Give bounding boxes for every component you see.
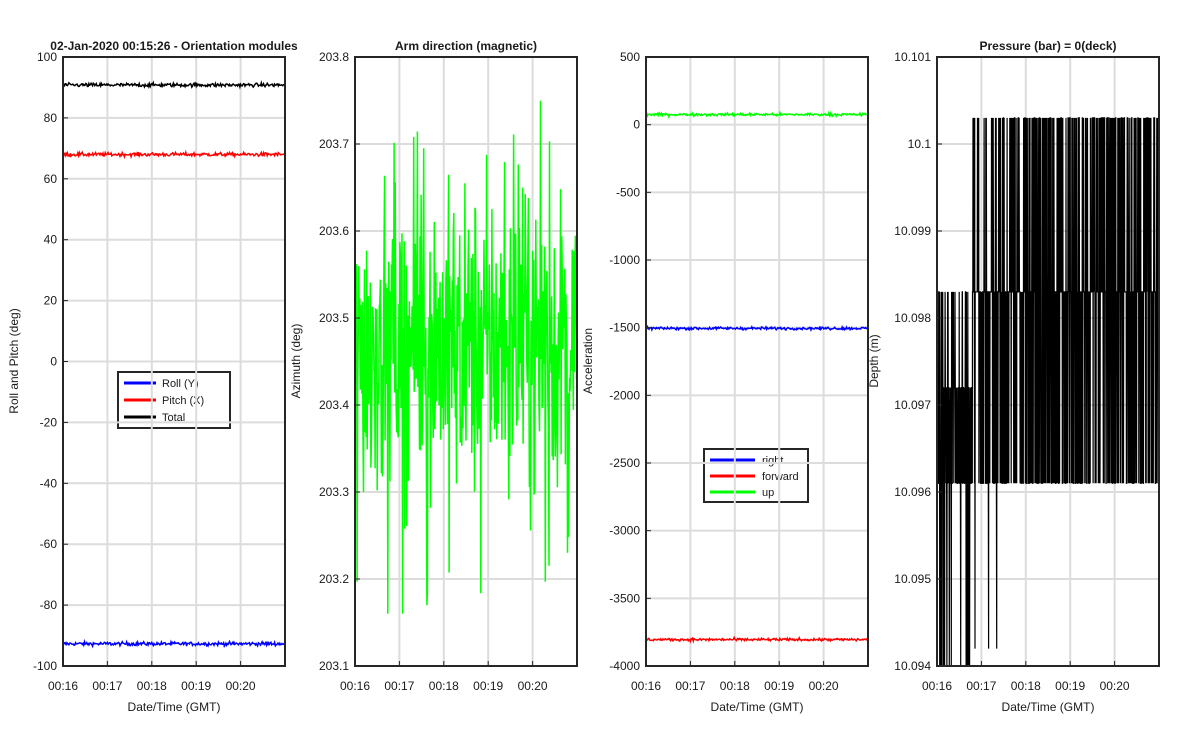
- acceleration-legend: right forward up: [703, 448, 809, 503]
- y-tick-label: 203.4: [319, 398, 349, 412]
- y-tick-label: 10.097: [894, 398, 931, 412]
- axes-box: [645, 56, 869, 667]
- x-tick-label: 00:18: [720, 679, 750, 693]
- x-tick-label: 00:17: [384, 679, 414, 693]
- x-tick-label: 00:16: [340, 679, 370, 693]
- x-tick-label: 00:18: [429, 679, 459, 693]
- arm-direction-panel: Arm direction (magnetic) Azimuth (deg) 0…: [289, 39, 578, 693]
- arm-direction-title: Arm direction (magnetic): [395, 39, 537, 53]
- legend-label-total: Total: [162, 412, 185, 424]
- x-tick-label: 00:17: [675, 679, 705, 693]
- y-tick-label: 203.5: [319, 311, 349, 325]
- orientation-xlabel: Date/Time (GMT): [128, 700, 221, 714]
- x-tick-label: 00:18: [137, 679, 167, 693]
- arm-direction-ylabel: Azimuth (deg): [289, 324, 303, 399]
- series-line-total: [63, 79, 285, 90]
- legend-label-up: up: [762, 487, 774, 499]
- pressure-xlabel: Date/Time (GMT): [1002, 700, 1095, 714]
- y-tick-label: 203.8: [319, 50, 349, 64]
- legend-label-forward: forward: [762, 471, 799, 483]
- y-tick-label: 0: [633, 118, 640, 132]
- x-tick-label: 00:17: [92, 679, 122, 693]
- y-tick-label: -500: [616, 185, 640, 199]
- y-tick-label: -1500: [609, 321, 640, 335]
- y-tick-label: -20: [40, 415, 58, 429]
- y-tick-label: 203.7: [319, 137, 349, 151]
- y-tick-label: -60: [40, 537, 58, 551]
- y-tick-label: 203.2: [319, 572, 349, 586]
- x-tick-label: 00:17: [966, 679, 996, 693]
- y-tick-label: 40: [44, 233, 58, 247]
- y-tick-label: -100: [33, 659, 57, 673]
- y-tick-label: 10.1: [908, 137, 932, 151]
- y-tick-label: 10.099: [894, 224, 931, 238]
- x-tick-label: 00:16: [631, 679, 661, 693]
- y-tick-label: 80: [44, 111, 58, 125]
- y-tick-label: -80: [40, 598, 58, 612]
- series-line-depth: [937, 117, 1159, 666]
- y-tick-label: 100: [37, 50, 57, 64]
- pressure-ylabel: Depth (m): [867, 334, 881, 387]
- orientation-panel: 02-Jan-2020 00:15:26 - Orientation modul…: [7, 39, 298, 714]
- acceleration-panel: Acceleration Date/Time (GMT) right forwa…: [581, 50, 869, 714]
- y-tick-label: -1000: [609, 253, 640, 267]
- x-tick-label: 00:19: [764, 679, 794, 693]
- y-tick-label: 203.1: [319, 659, 349, 673]
- series-line-pitch-x-: [63, 149, 285, 160]
- x-tick-label: 00:20: [1100, 679, 1130, 693]
- y-tick-label: 10.098: [894, 311, 931, 325]
- acceleration-xlabel: Date/Time (GMT): [711, 700, 804, 714]
- x-tick-label: 00:20: [518, 679, 548, 693]
- y-tick-label: 500: [620, 50, 640, 64]
- y-tick-label: -3500: [609, 591, 640, 605]
- legend-label-pitch: Pitch (X): [162, 395, 204, 407]
- orientation-title: 02-Jan-2020 00:15:26 - Orientation modul…: [50, 39, 298, 53]
- series-line-right: [646, 324, 868, 333]
- orientation-legend: Roll (Y) Pitch (X) Total: [117, 371, 231, 429]
- x-tick-label: 00:20: [226, 679, 256, 693]
- y-tick-label: 10.101: [894, 50, 931, 64]
- x-tick-label: 00:19: [181, 679, 211, 693]
- y-tick-label: -40: [40, 476, 58, 490]
- axes-box: [354, 56, 578, 667]
- series-group: [646, 110, 868, 644]
- legend-label-roll: Roll (Y): [162, 378, 199, 390]
- y-tick-label: 203.3: [319, 485, 349, 499]
- orientation-ylabel: Roll and Pitch (deg): [7, 308, 21, 413]
- axes-box: [936, 56, 1160, 667]
- x-tick-label: 00:19: [473, 679, 503, 693]
- acceleration-ylabel: Acceleration: [581, 328, 595, 394]
- y-tick-label: -2500: [609, 456, 640, 470]
- y-tick-label: 10.094: [894, 659, 931, 673]
- x-tick-label: 00:20: [809, 679, 839, 693]
- series-group: [355, 100, 577, 614]
- series-line-forward: [646, 635, 868, 644]
- y-tick-label: 20: [44, 294, 58, 308]
- series-line-roll-y-: [63, 638, 285, 649]
- y-tick-label: 203.6: [319, 224, 349, 238]
- x-tick-label: 00:16: [922, 679, 952, 693]
- y-tick-label: 0: [50, 355, 57, 369]
- y-tick-label: -2000: [609, 388, 640, 402]
- pressure-panel: Pressure (bar) = 0(deck) Depth (m) Date/…: [867, 39, 1160, 714]
- y-tick-label: -3000: [609, 524, 640, 538]
- pressure-title: Pressure (bar) = 0(deck): [979, 39, 1116, 53]
- x-tick-label: 00:18: [1011, 679, 1041, 693]
- x-tick-label: 00:19: [1055, 679, 1085, 693]
- x-tick-label: 00:16: [48, 679, 78, 693]
- y-tick-label: 10.096: [894, 485, 931, 499]
- y-tick-label: 10.095: [894, 572, 931, 586]
- series-line-up: [646, 110, 868, 120]
- series-group: [937, 117, 1159, 666]
- y-tick-label: -4000: [609, 659, 640, 673]
- series-line-azimuth: [355, 100, 577, 614]
- y-tick-label: 60: [44, 172, 58, 186]
- series-group: [63, 79, 285, 649]
